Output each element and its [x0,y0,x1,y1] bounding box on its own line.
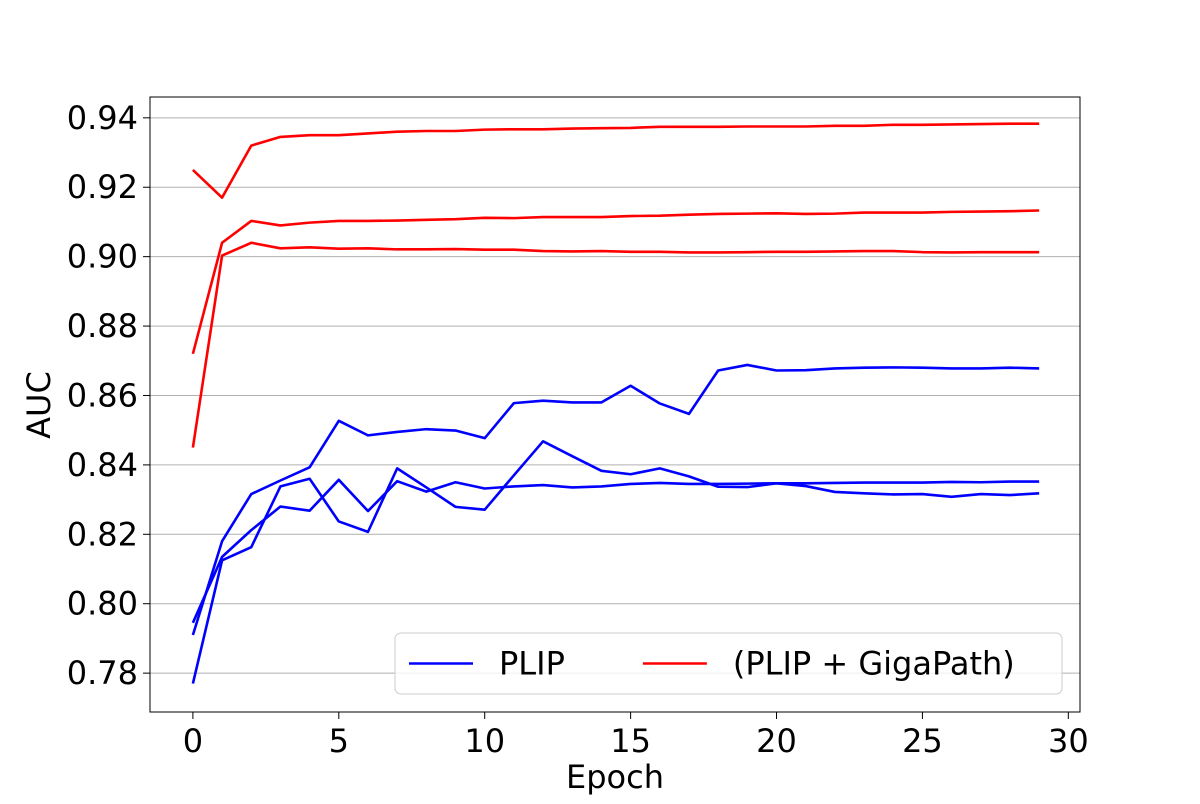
legend-label: PLIP [499,645,565,683]
series-line [191,363,1040,636]
x-tick-label: 10 [464,722,505,760]
y-tick-label: 0.80 [67,585,138,623]
x-tick-label: 0 [183,722,203,760]
x-tick-label: 25 [902,722,943,760]
x-tick-label: 5 [329,722,349,760]
series-line [191,241,1040,448]
legend-label: (PLIP + GigaPath) [733,645,1015,683]
legend: PLIP (PLIP + GigaPath) [394,632,1063,695]
y-tick-label: 0.86 [67,376,138,414]
x-tick-label: 30 [1048,722,1089,760]
series-line [191,478,1040,624]
plot-frame [149,96,1081,713]
x-tick-label: 15 [610,722,651,760]
y-tick-label: 0.94 [67,99,138,137]
y-tick-label: 0.88 [67,307,138,345]
y-tick-label: 0.82 [67,515,138,553]
y-tick-label: 0.78 [67,654,138,692]
y-axis-label: AUC [20,371,58,439]
x-tick-label: 20 [756,722,797,760]
series-line [191,209,1040,355]
y-tick-label: 0.84 [67,446,138,484]
series-line [191,122,1040,199]
y-tick-label: 0.90 [67,238,138,276]
y-tick-label: 0.92 [67,168,138,206]
series-line [191,439,1040,684]
x-axis-label: Epoch [566,758,664,796]
legend-box [394,632,1063,695]
